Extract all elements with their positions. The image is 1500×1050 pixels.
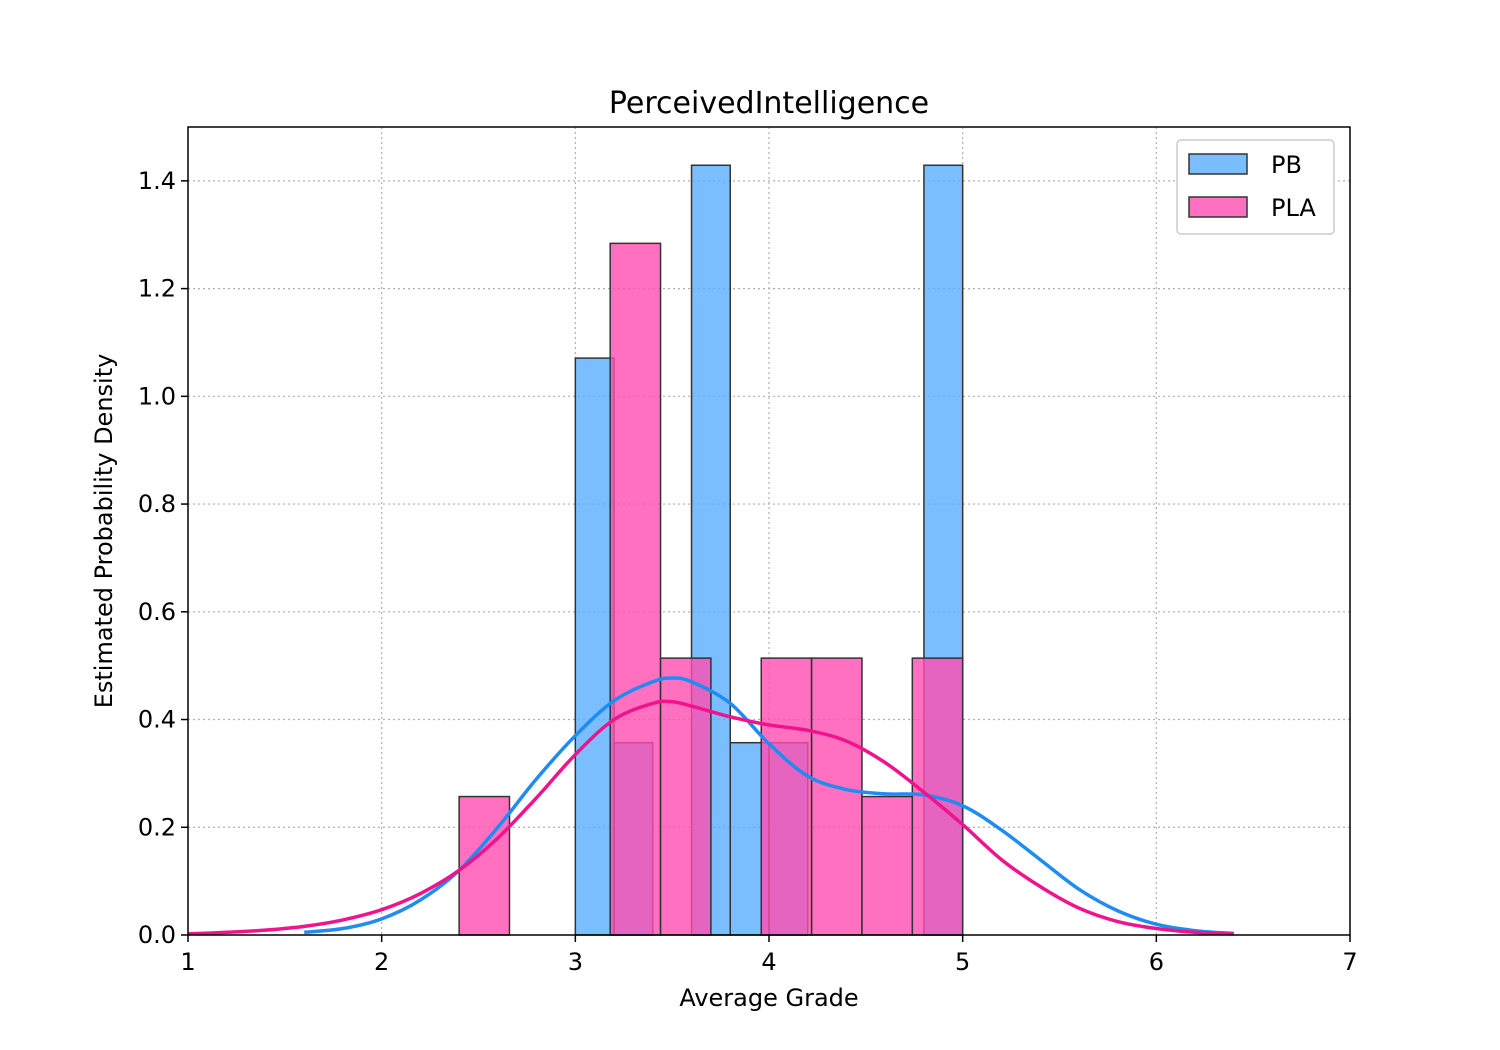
x-axis-label: Average Grade [679, 984, 858, 1012]
y-tick-label: 0.2 [138, 813, 176, 841]
bar-pla [659, 657, 712, 936]
y-axis-ticks: 0.0 0.2 0.4 0.6 0.8 1.0 1.2 1.4 [138, 167, 188, 949]
x-tick-label: 6 [1149, 948, 1164, 976]
legend-swatch-pla [1188, 196, 1248, 218]
density-curves [187, 676, 1234, 936]
y-tick-label: 0.0 [138, 921, 176, 949]
bar-pla [861, 795, 914, 936]
x-axis-ticks: 1 2 3 4 5 6 7 [180, 935, 1358, 976]
legend: PB PLA [1176, 139, 1335, 235]
y-tick-label: 1.0 [138, 382, 176, 410]
bar-pla [810, 657, 863, 936]
legend-label-pla: PLA [1271, 194, 1316, 222]
x-tick-label: 1 [180, 948, 195, 976]
bar-pla [609, 242, 662, 936]
chart-title: PerceivedIntelligence [609, 86, 929, 121]
kde-curve-pla [187, 699, 1234, 936]
bar-pb [574, 357, 615, 936]
histogram-bars [458, 164, 964, 936]
y-tick-label: 1.4 [138, 167, 176, 195]
y-axis-label: Estimated Probability Density [90, 354, 118, 709]
legend-swatch-pb [1188, 153, 1248, 175]
x-tick-label: 2 [374, 948, 389, 976]
x-tick-label: 4 [761, 948, 776, 976]
legend-label-pb: PB [1271, 151, 1302, 179]
x-tick-label: 5 [955, 948, 970, 976]
x-tick-label: 3 [568, 948, 583, 976]
y-tick-label: 0.4 [138, 706, 176, 734]
y-tick-label: 0.6 [138, 598, 176, 626]
x-tick-label: 7 [1342, 948, 1357, 976]
bar-pla [760, 657, 813, 936]
y-tick-label: 1.2 [138, 275, 176, 303]
y-tick-label: 0.8 [138, 490, 176, 518]
